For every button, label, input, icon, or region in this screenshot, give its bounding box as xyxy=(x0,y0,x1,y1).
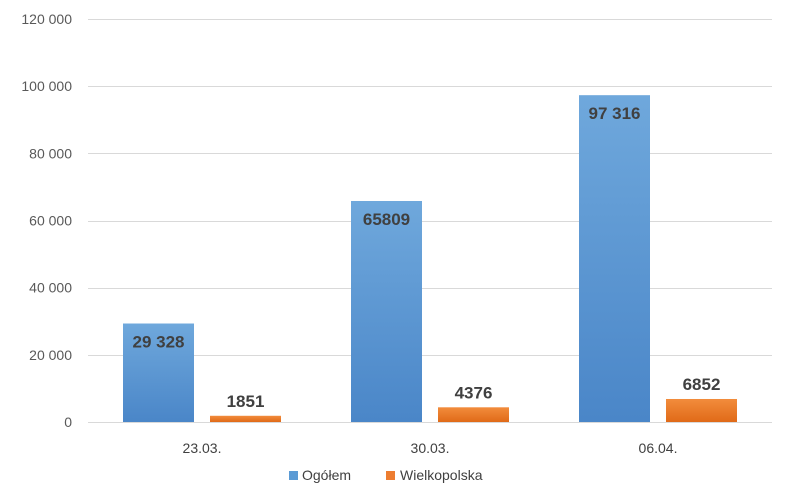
y-tick-label: 120 000 xyxy=(21,11,72,27)
x-tick-label: 23.03. xyxy=(183,440,222,456)
x-tick-label: 30.03. xyxy=(411,440,450,456)
data-label: 97 316 xyxy=(589,104,641,123)
gridlines xyxy=(88,19,772,423)
data-label: 1851 xyxy=(227,392,265,411)
y-axis-ticks: 0 20 000 40 000 60 000 80 000 100 000 120 000 xyxy=(21,11,72,430)
bar-series2 xyxy=(666,398,737,422)
bar-series1 xyxy=(123,323,194,422)
bar-series2 xyxy=(210,415,281,422)
legend-swatch xyxy=(386,471,395,480)
y-tick-label: 0 xyxy=(64,414,72,430)
y-tick-label: 20 000 xyxy=(29,347,72,363)
x-axis-ticks: 23.03. 30.03. 06.04. xyxy=(183,440,678,456)
bars xyxy=(123,95,737,423)
legend-label: Ogółem xyxy=(302,467,351,483)
x-tick-label: 06.04. xyxy=(639,440,678,456)
bar-series1 xyxy=(579,95,650,423)
bar-series1 xyxy=(351,200,422,422)
y-tick-label: 60 000 xyxy=(29,213,72,229)
y-tick-label: 100 000 xyxy=(21,78,72,94)
legend-label: Wielkopolska xyxy=(400,467,483,483)
bar-series2 xyxy=(438,407,509,422)
legend: Ogółem Wielkopolska xyxy=(289,467,483,483)
data-label: 6852 xyxy=(683,375,721,394)
data-labels: 29 328 1851 65809 4376 97 316 6852 xyxy=(133,104,721,411)
y-tick-label: 40 000 xyxy=(29,280,72,296)
data-label: 65809 xyxy=(363,210,410,229)
data-label: 29 328 xyxy=(133,333,185,352)
data-label: 4376 xyxy=(455,383,493,402)
legend-swatch xyxy=(289,471,298,480)
y-tick-label: 80 000 xyxy=(29,145,72,161)
